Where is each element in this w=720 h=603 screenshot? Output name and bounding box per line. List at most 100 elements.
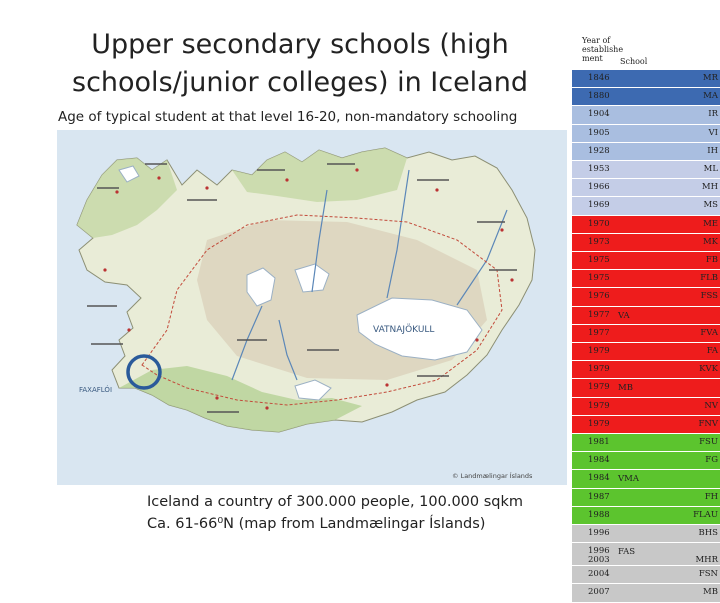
table-row: 1984 VMA	[572, 470, 720, 488]
table-row: 1979 FNV	[572, 415, 720, 433]
row-school-code: FSN	[698, 569, 718, 580]
row-year: 1984	[588, 473, 610, 484]
glacier-vatnajokull	[356, 297, 483, 361]
row-year: 1905	[588, 127, 610, 138]
title-line-2: schools/junior colleges) in Iceland	[72, 67, 528, 98]
iceland-map-svg: VATNAJÖKULL FAXAFLÓI © Landmælingar Ísla…	[57, 130, 567, 485]
row-school-code: MK	[702, 236, 718, 247]
table-row: 1966 MH	[572, 179, 720, 197]
row-school-mid: VA	[618, 310, 630, 321]
header-school: School	[620, 57, 648, 66]
row-divider	[572, 160, 720, 161]
row-year: 1981	[588, 437, 610, 447]
table-row: 1880 MA	[572, 88, 720, 106]
river-5	[278, 319, 298, 381]
slide-subtitle: Age of typical student at that level 16-…	[58, 109, 518, 125]
row-school-code: MA	[703, 91, 718, 102]
row-divider	[572, 287, 720, 289]
title-line-1: Upper secondary schools (high	[91, 29, 509, 60]
table-row: 1953 ML	[572, 161, 720, 179]
row-year: 1975	[588, 255, 610, 265]
row-year: 2004	[588, 569, 610, 580]
row-divider	[572, 269, 720, 271]
table-row: 1928 IH	[572, 142, 720, 160]
row-year: 1977	[588, 309, 610, 320]
row-divider	[572, 378, 720, 380]
row-divider	[572, 251, 720, 252]
lowlands-south	[119, 366, 362, 432]
row-school-code: FLB	[700, 273, 718, 284]
row-year: 1979	[588, 346, 610, 356]
row-school-code: VI	[708, 127, 719, 138]
caption-line-2: Ca. 61-66⁰N (map from Landmælingar Íslan…	[147, 516, 486, 532]
row-school-code: KVK	[699, 364, 718, 375]
row-divider	[572, 87, 720, 89]
header-year-line1: Year of	[582, 36, 611, 45]
ocean-label: FAXAFLÓI	[79, 385, 112, 394]
header-year-line2: establishe	[582, 45, 624, 54]
row-school-code: FH	[704, 491, 718, 502]
slide-title: Upper secondary schools (high schools/ju…	[55, 26, 545, 102]
table-row: 1979 FA	[572, 343, 720, 361]
row-school-code: FVA	[700, 327, 718, 338]
row-divider	[572, 232, 720, 234]
row-divider	[572, 178, 720, 180]
row-school-code: MR	[702, 73, 718, 83]
row-year: 1973	[588, 236, 610, 247]
row-school-code: IH	[707, 145, 718, 156]
glacier-hofsjokull	[294, 263, 330, 293]
glacier-drangajokull	[118, 165, 140, 183]
row-divider	[572, 396, 720, 398]
river-3	[386, 169, 410, 299]
row-divider	[572, 433, 720, 434]
table-row: 1970 ME	[572, 215, 720, 233]
place-name-marks	[87, 163, 517, 413]
row-divider	[572, 141, 720, 143]
row-school-code: FG	[705, 455, 718, 466]
row-school-mid: FAS	[618, 547, 636, 558]
row-school-code: FLAU	[693, 509, 718, 520]
header-year-line3: ment	[582, 54, 603, 63]
row-school-code: MB	[703, 587, 718, 598]
row-year: 1846	[588, 73, 610, 83]
row-year-2: 2003	[588, 555, 610, 566]
row-school-mid: VMA	[618, 474, 639, 485]
row-divider	[572, 524, 720, 525]
header-year: Year of establishe ment	[582, 36, 623, 63]
reykjavik-highlight-circle	[126, 354, 162, 390]
table-row: 1996 2003 FAS MHR	[572, 543, 720, 566]
table-row: 1969 MS	[572, 197, 720, 215]
row-year: 1904	[588, 109, 610, 120]
table-row: 1981 FSU	[572, 434, 720, 452]
row-year: 1880	[588, 91, 610, 102]
row-school-code: IR	[708, 109, 718, 120]
row-school-code: FA	[706, 346, 718, 356]
lowlands-west	[77, 158, 177, 238]
row-school-code: NV	[704, 400, 718, 411]
row-year: 1979	[588, 382, 610, 393]
glacier-langjokull	[246, 267, 276, 307]
row-year: 1988	[588, 509, 610, 520]
table-row: 1977 FVA	[572, 324, 720, 342]
table-row: 1977 VA	[572, 306, 720, 324]
table-row: 1975 FLB	[572, 270, 720, 288]
row-divider	[572, 601, 720, 603]
table-row: 1987 FH	[572, 488, 720, 506]
table-row: 2007 MB	[572, 584, 720, 602]
table-row: 1904 IR	[572, 106, 720, 124]
row-divider	[572, 305, 720, 307]
row-year: 1979	[588, 364, 610, 375]
row-divider	[572, 323, 720, 325]
map-credit: © Landmælingar Íslands	[452, 471, 533, 480]
row-year: 1970	[588, 218, 610, 229]
row-year: 1987	[588, 491, 610, 502]
table-row: 1846 MR	[572, 70, 720, 88]
table-row: 1973 MK	[572, 233, 720, 251]
row-school-code: BHS	[698, 528, 718, 538]
row-year: 1976	[588, 291, 610, 302]
row-year: 1984	[588, 455, 610, 466]
settlement-dots	[103, 168, 514, 410]
table-row: 1979 KVK	[572, 361, 720, 379]
row-school-code: FB	[705, 255, 718, 265]
row-divider	[572, 451, 720, 453]
